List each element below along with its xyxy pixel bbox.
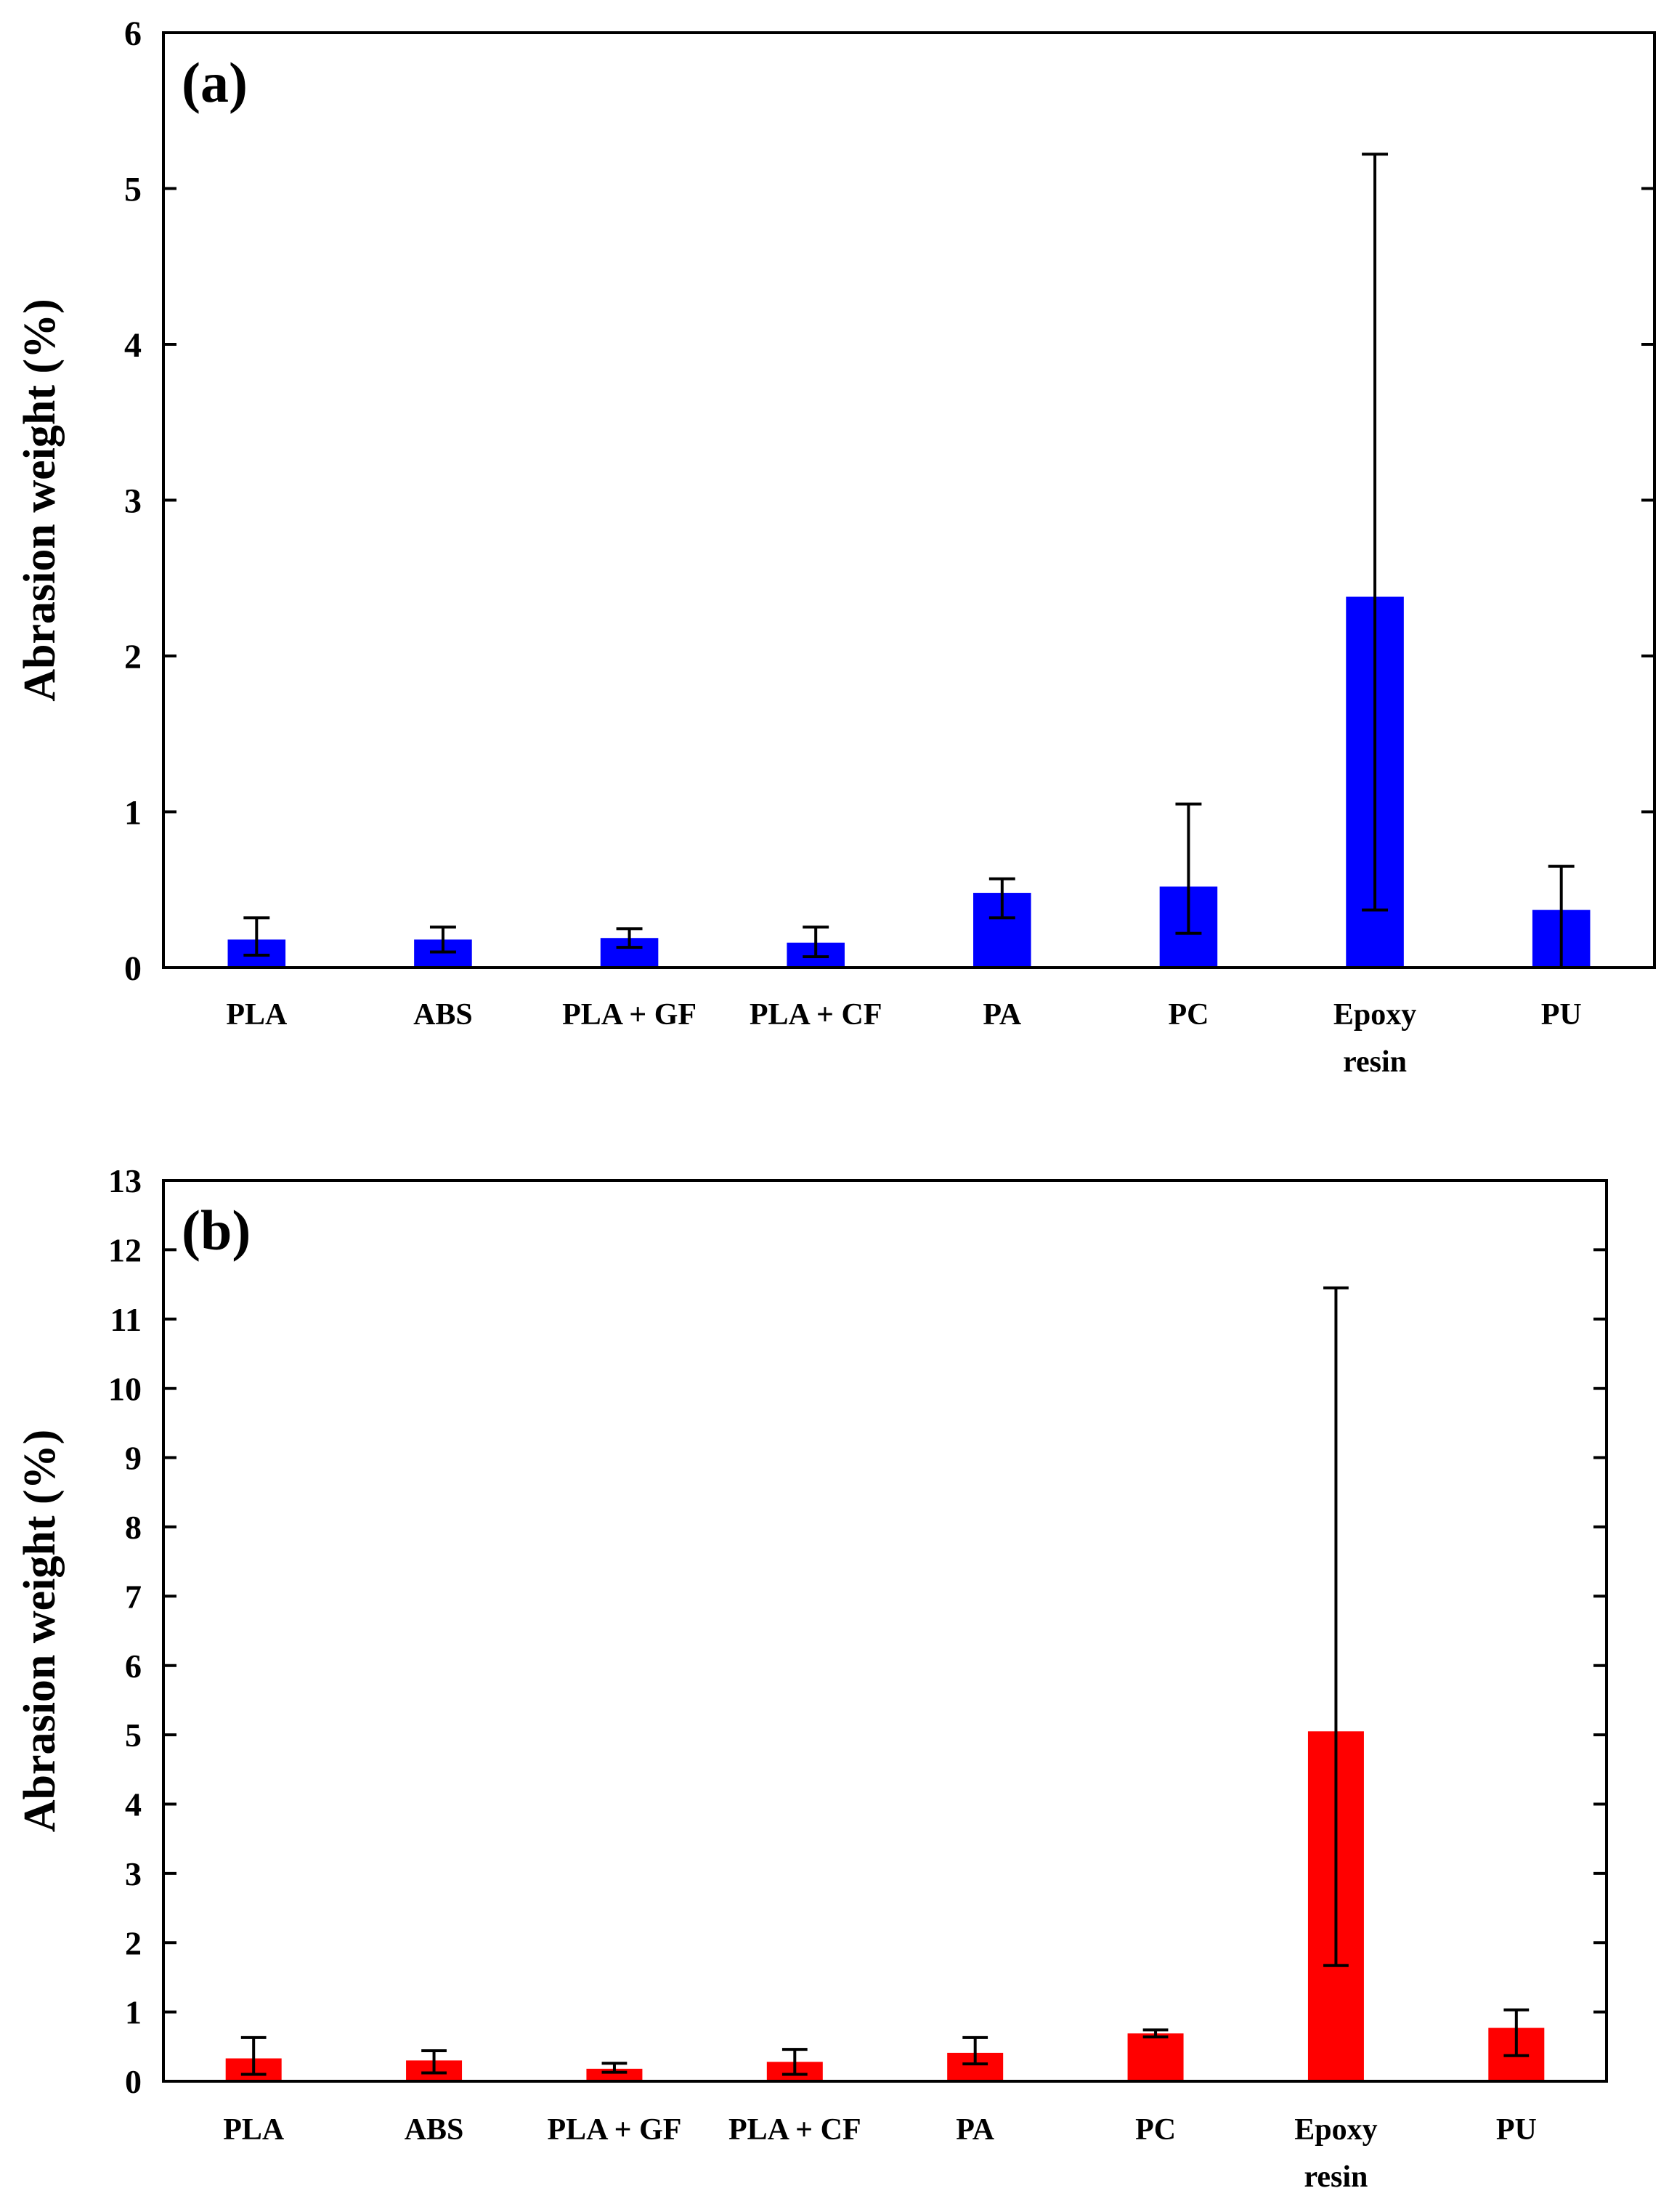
panel-label: (a) xyxy=(182,51,248,114)
x-tick-label: Epoxy xyxy=(1333,998,1416,1032)
x-tick-label: PLA + CF xyxy=(728,2113,861,2147)
plot-frame xyxy=(162,31,1656,969)
error-bar xyxy=(601,2062,628,2074)
y-tick-label: 3 xyxy=(124,482,142,520)
x-tick-label: PLA + GF xyxy=(547,2113,681,2147)
y-tick-label: 1 xyxy=(125,1994,142,2031)
y-tick-label: 2 xyxy=(125,1924,142,1961)
x-tick-label: PU xyxy=(1496,2113,1537,2147)
y-tick-label: 8 xyxy=(125,1509,142,1546)
error-bar xyxy=(962,2035,988,2066)
x-tick-label: PLA + GF xyxy=(562,998,697,1032)
y-tick-label: 1 xyxy=(124,793,142,832)
error-bar xyxy=(988,877,1015,920)
y-tick-label: 10 xyxy=(108,1370,142,1407)
chart-panel-a: 0 1 2 3 4 5 6 PLA ABS PLA + GF PLA + CF PA PC Epoxy re… xyxy=(15,15,1656,1079)
error-bar xyxy=(781,2048,808,2076)
x-tick-label: ABS xyxy=(405,2113,464,2147)
x-tick-label: ABS xyxy=(413,998,473,1032)
y-tick-label: 11 xyxy=(110,1301,142,1338)
y-tick-label: 2 xyxy=(124,638,142,676)
y-axis-label: Abrasion weight (%) xyxy=(15,299,65,702)
y-tick-label: 5 xyxy=(124,170,142,208)
y-tick-label: 7 xyxy=(125,1578,142,1615)
error-bar xyxy=(803,925,829,958)
error-bar xyxy=(1175,802,1202,935)
x-tick-label: PA xyxy=(983,998,1022,1032)
y-tick-label: 13 xyxy=(108,1162,142,1199)
error-bar xyxy=(240,2035,267,2076)
x-tick-label: resin xyxy=(1304,2160,1368,2194)
x-tick-label: PLA xyxy=(223,2113,285,2147)
y-tick-label: 4 xyxy=(125,1786,142,1823)
y-tick-label: 9 xyxy=(125,1440,142,1477)
x-tick-label: PC xyxy=(1135,2113,1176,2147)
x-tick-label: PLA + CF xyxy=(750,998,882,1032)
error-bar xyxy=(1142,2028,1169,2038)
x-tick-label: PLA xyxy=(226,998,288,1032)
y-tick-label: 0 xyxy=(124,949,142,988)
plot-frame xyxy=(162,1179,1608,2083)
x-tick-label: PU xyxy=(1541,998,1582,1032)
x-tick-label: Epoxy xyxy=(1294,2113,1377,2147)
error-bar xyxy=(243,916,270,957)
y-tick-label: 5 xyxy=(125,1717,142,1754)
y-tick-label: 4 xyxy=(124,326,142,365)
y-tick-label: 12 xyxy=(108,1231,142,1268)
y-tick-label: 3 xyxy=(125,1855,142,1892)
error-bar xyxy=(429,925,456,954)
error-bar xyxy=(1362,153,1389,912)
error-bar xyxy=(1503,2008,1530,2057)
bar-pla-gf xyxy=(586,2068,643,2081)
error-bar xyxy=(1323,1286,1349,1967)
y-tick-label: 6 xyxy=(125,1648,142,1685)
y-tick-label: 6 xyxy=(124,15,142,53)
y-tick-label: 0 xyxy=(125,2063,142,2100)
x-tick-label: PC xyxy=(1168,998,1209,1032)
panel-label: (b) xyxy=(182,1199,251,1262)
error-bar xyxy=(421,2049,447,2075)
x-tick-label: resin xyxy=(1343,1045,1407,1079)
error-bar xyxy=(616,927,643,949)
y-axis-label: Abrasion weight (%) xyxy=(15,1430,65,1833)
x-tick-label: PA xyxy=(956,2113,995,2147)
bar-pc xyxy=(1127,2033,1184,2081)
